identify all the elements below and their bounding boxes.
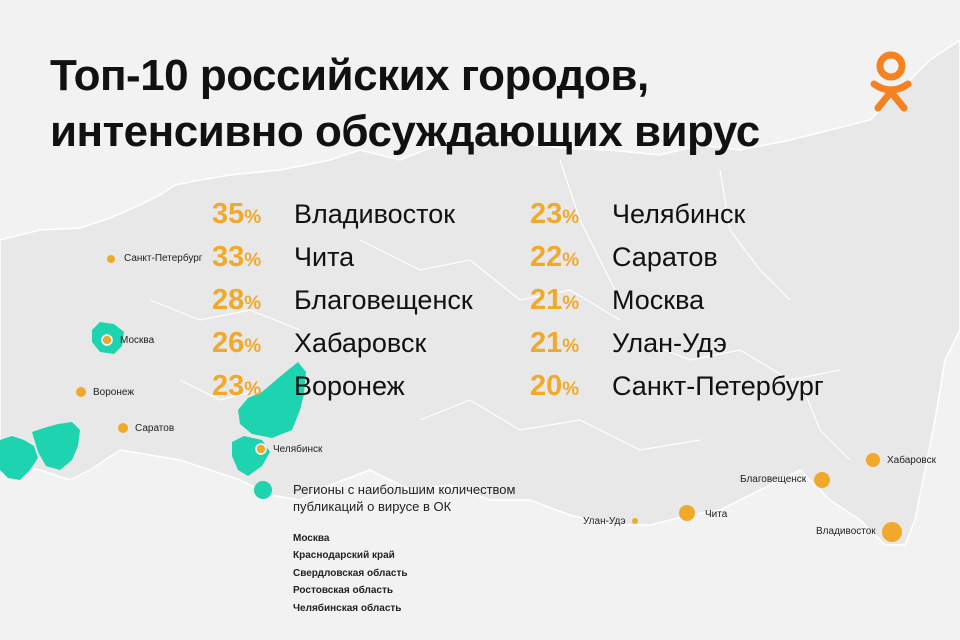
sverdlovsk-region — [238, 362, 306, 438]
rank-item: 26% Хабаровск — [212, 327, 427, 359]
legend-region-item: Свердловская область — [293, 567, 408, 579]
page-title: Топ-10 российских городов, интенсивно об… — [50, 51, 760, 156]
legend-description: Регионы с наибольшим количеством публика… — [293, 482, 516, 514]
map-label-moscow: Москва — [120, 335, 155, 346]
map-label-blagoveshchensk: Благовещенск — [740, 474, 807, 485]
rank-item: 20% Санкт-Петербург — [530, 370, 824, 402]
rank-item: 21% Москва — [530, 284, 705, 316]
region-boundaries — [149, 159, 851, 461]
rank-item: 23% Челябинск — [530, 198, 746, 230]
rank-item: 23% Воронеж — [212, 370, 405, 402]
rostov-region — [32, 422, 80, 470]
rank-item: 35% Владивосток — [212, 198, 456, 230]
map-label-saratov: Саратов — [135, 423, 175, 434]
map-label-chelyabinsk: Челябинск — [273, 444, 323, 455]
rank-item: 33% Чита — [212, 241, 355, 273]
legend-region-item: Краснодарский край — [293, 550, 395, 562]
legend-regions-list: Москва Краснодарский край Свердловская о… — [293, 530, 408, 617]
legend-region-item: Ростовская область — [293, 585, 394, 597]
rank-item: 22% Саратов — [530, 241, 718, 273]
map-label-spb: Санкт-Петербург — [124, 253, 203, 264]
map-label-chita: Чита — [705, 509, 728, 520]
ranking-list-right: 23% Челябинск 22% Саратов 21% Москва 21%… — [530, 198, 824, 413]
rank-item: 21% Улан-Удэ — [530, 327, 727, 359]
map-label-vladivostok: Владивосток — [816, 526, 876, 537]
ranking-list-left: 35% Владивосток 33% Чита 28% Благовещенс… — [212, 198, 473, 413]
map-label-ulan-ude: Улан-Удэ — [583, 516, 626, 527]
map-label-khabarovsk: Хабаровск — [887, 455, 936, 466]
legend-region-item: Москва — [293, 533, 330, 544]
legend-region-item: Челябинская область — [293, 602, 402, 614]
krasnodar-region — [0, 436, 38, 480]
ok-logo — [870, 51, 912, 112]
map-label-voronezh: Воронеж — [93, 387, 135, 398]
rank-item: 28% Благовещенск — [212, 284, 473, 316]
